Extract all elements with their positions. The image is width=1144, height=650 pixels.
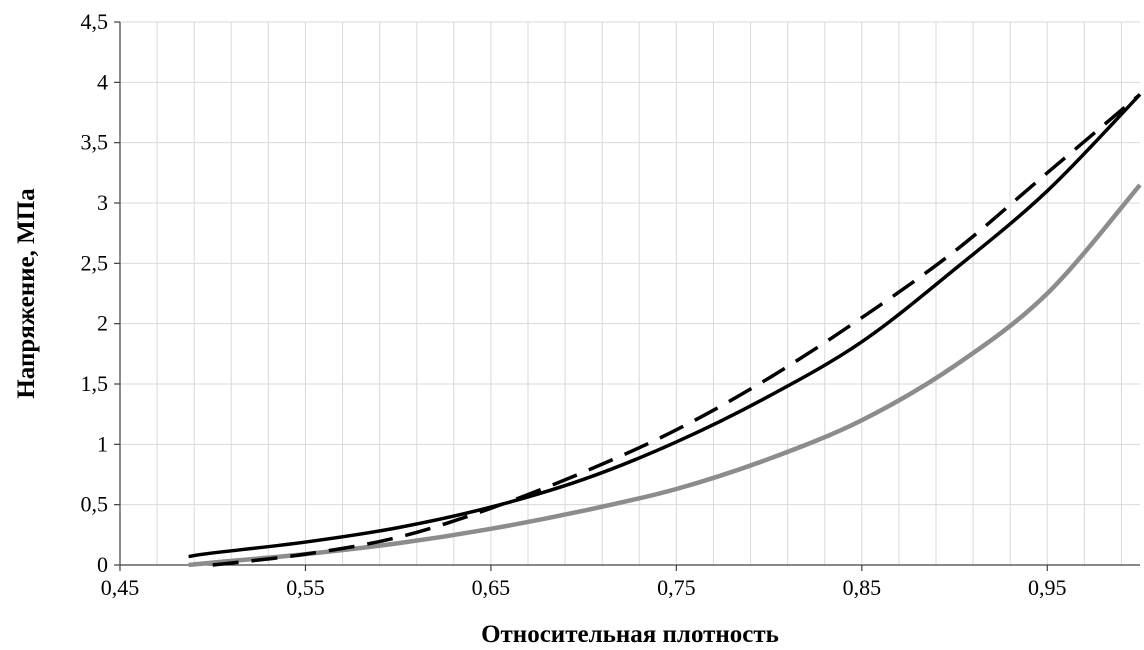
y-tick-label: 4: [97, 69, 108, 94]
series-line-solid-black: [188, 93, 1142, 559]
series-line-dashed-black: [212, 93, 1142, 567]
series-line-solid-gray: [188, 183, 1142, 568]
grid: [120, 21, 1140, 565]
y-tick-label: 0,5: [81, 492, 109, 517]
y-tick-label: 3,5: [81, 130, 109, 155]
y-tick-label: 2: [97, 311, 108, 336]
y-axis-label: Напряжение, МПа: [13, 188, 40, 399]
x-tick-label: 0,45: [101, 575, 140, 600]
y-tick-label: 1,5: [81, 371, 109, 396]
y-tick-label: 0: [97, 552, 108, 577]
x-tick-label: 0,65: [472, 575, 511, 600]
axes: [114, 21, 1140, 571]
y-tick-label: 3: [97, 190, 108, 215]
series-lines: [188, 93, 1142, 568]
x-tick-label: 0,55: [286, 575, 325, 600]
x-tick-label: 0,85: [843, 575, 882, 600]
x-axis-label: Относительная плотность: [481, 621, 779, 648]
y-tick-label: 1: [97, 431, 108, 456]
tick-labels: 0 0,5 1 1,5 2 2,5 3 3,5 4 4,5 0,45 0,55 0,65 0,75 0,85…: [81, 9, 1067, 600]
y-tick-label: 2,5: [81, 250, 109, 275]
x-tick-label: 0,75: [657, 575, 696, 600]
y-tick-label: 4,5: [81, 9, 109, 34]
x-tick-label: 0,95: [1028, 575, 1067, 600]
